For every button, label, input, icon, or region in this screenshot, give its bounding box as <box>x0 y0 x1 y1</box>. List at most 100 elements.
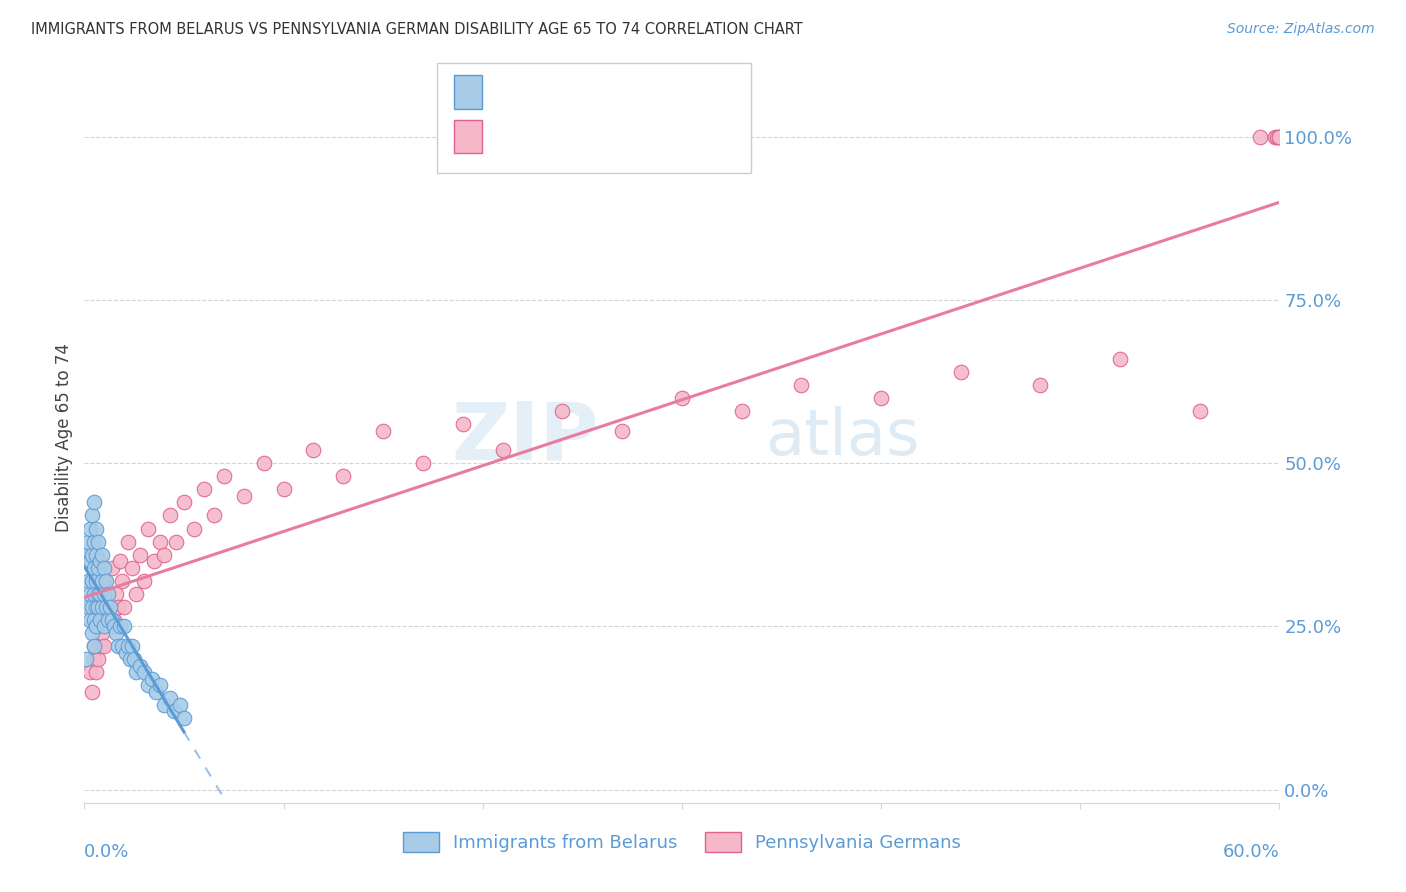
Point <box>83 587 105 601</box>
Point <box>93 639 115 653</box>
Point <box>159 508 181 523</box>
Point <box>82 626 104 640</box>
Point <box>132 574 156 588</box>
Point <box>75 652 97 666</box>
Point <box>86 599 108 614</box>
Point <box>82 574 104 588</box>
Point <box>87 534 110 549</box>
Text: Source: ZipAtlas.com: Source: ZipAtlas.com <box>1227 22 1375 37</box>
Point <box>1029 377 1052 392</box>
Point <box>110 554 132 568</box>
Point <box>93 587 115 601</box>
Point <box>82 508 104 523</box>
Point <box>98 599 121 614</box>
Point <box>89 554 111 568</box>
Point <box>120 652 142 666</box>
Point <box>1188 404 1211 418</box>
Point <box>103 619 125 633</box>
Point <box>870 391 893 405</box>
Text: IMMIGRANTS FROM BELARUS VS PENNSYLVANIA GERMAN DISABILITY AGE 65 TO 74 CORRELATI: IMMIGRANTS FROM BELARUS VS PENNSYLVANIA … <box>31 22 803 37</box>
Text: -0.237: -0.237 <box>527 83 586 101</box>
Point <box>79 521 101 535</box>
Point <box>87 599 110 614</box>
Point <box>731 404 754 418</box>
Point <box>83 495 105 509</box>
Point <box>87 560 110 574</box>
Point <box>86 548 108 562</box>
Point <box>87 652 110 666</box>
Point <box>1249 129 1271 144</box>
Point <box>82 685 104 699</box>
Point <box>145 685 167 699</box>
Point <box>121 560 143 574</box>
Point <box>551 404 574 418</box>
Point <box>115 646 138 660</box>
Point <box>143 554 166 568</box>
Point <box>112 619 135 633</box>
Point <box>153 698 176 712</box>
Point <box>96 613 118 627</box>
Point <box>96 599 118 614</box>
Point <box>86 521 108 535</box>
Point <box>83 560 105 574</box>
Point <box>97 587 120 601</box>
Point <box>949 365 972 379</box>
Point <box>153 548 176 562</box>
Text: N = 64: N = 64 <box>609 128 666 145</box>
Point <box>451 417 474 431</box>
Point <box>77 534 100 549</box>
Point <box>253 456 276 470</box>
Point <box>105 587 128 601</box>
Point <box>1268 129 1291 144</box>
Point <box>79 554 101 568</box>
Point <box>93 574 115 588</box>
Point <box>117 639 139 653</box>
Y-axis label: Disability Age 65 to 74: Disability Age 65 to 74 <box>55 343 73 532</box>
Point <box>93 619 115 633</box>
Point <box>373 424 395 438</box>
Point <box>125 587 148 601</box>
Point <box>163 705 186 719</box>
Point <box>141 672 163 686</box>
Point <box>111 574 134 588</box>
Point <box>83 534 105 549</box>
Point <box>136 678 159 692</box>
Point <box>79 587 101 601</box>
Point <box>169 698 191 712</box>
Point <box>1267 129 1289 144</box>
Point <box>612 424 634 438</box>
Point <box>332 469 354 483</box>
Legend: Immigrants from Belarus, Pennsylvania Germans: Immigrants from Belarus, Pennsylvania Ge… <box>395 824 969 860</box>
Point <box>121 639 143 653</box>
Point <box>83 613 105 627</box>
Text: R =: R = <box>489 83 526 101</box>
Point <box>1264 129 1286 144</box>
Point <box>77 599 100 614</box>
Point <box>111 639 134 653</box>
Point <box>101 613 124 627</box>
Point <box>93 560 115 574</box>
Text: atlas: atlas <box>766 406 920 468</box>
Point <box>97 587 120 601</box>
Point <box>96 574 118 588</box>
Point <box>173 711 195 725</box>
Point <box>86 665 108 680</box>
Point <box>129 548 152 562</box>
Point <box>173 495 195 509</box>
Point <box>86 619 108 633</box>
Text: R =: R = <box>489 128 530 145</box>
Point <box>103 613 125 627</box>
Point <box>83 639 105 653</box>
Point <box>107 639 129 653</box>
Point <box>79 665 101 680</box>
Text: 60.0%: 60.0% <box>1223 843 1279 861</box>
Point <box>86 574 108 588</box>
Point <box>89 639 111 653</box>
Point <box>492 443 515 458</box>
Point <box>165 534 187 549</box>
Point <box>105 626 128 640</box>
Point <box>117 534 139 549</box>
Point <box>671 391 693 405</box>
Point <box>273 483 295 497</box>
Point <box>91 599 114 614</box>
